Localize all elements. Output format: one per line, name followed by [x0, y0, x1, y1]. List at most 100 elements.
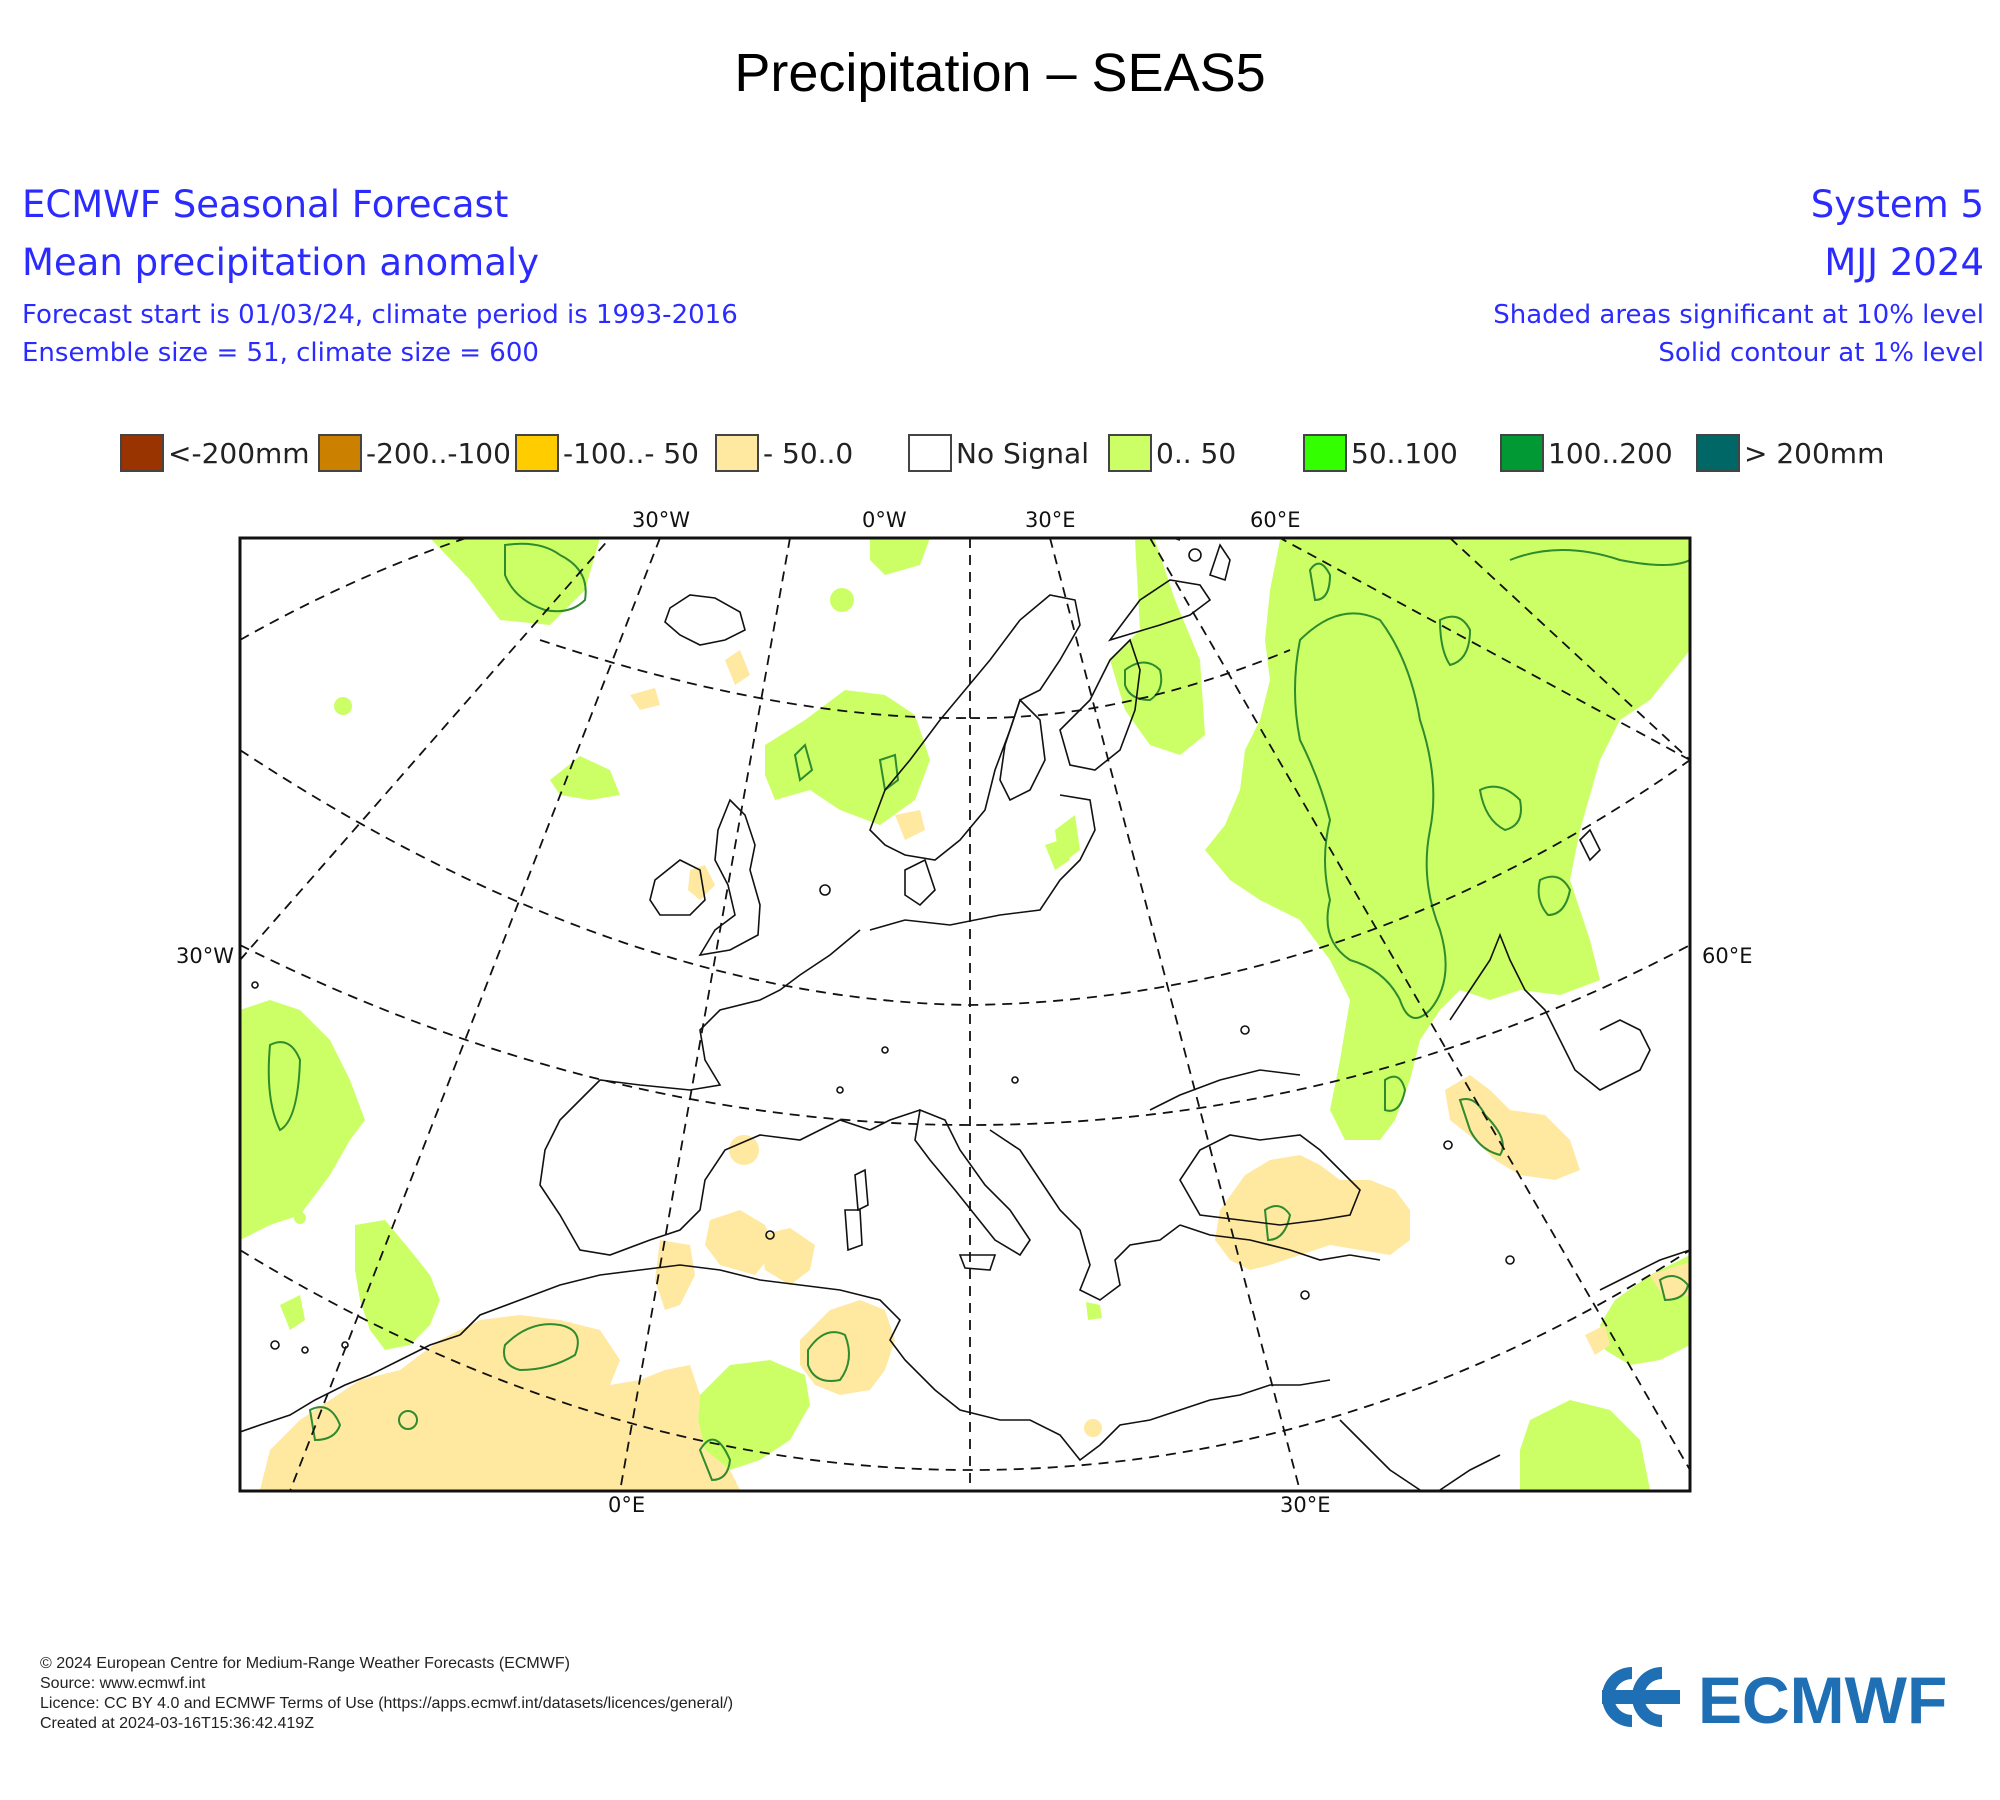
anomaly-area-negative — [1445, 1075, 1580, 1180]
coastline — [958, 1254, 997, 1271]
anomaly-area-positive — [830, 588, 854, 612]
significance-contour — [1294, 612, 1447, 1019]
coastline — [270, 1340, 280, 1350]
header-system: System 5 — [1810, 183, 1984, 226]
coastline — [869, 794, 1096, 931]
coastline — [539, 929, 871, 1256]
header-ensemble-size: Ensemble size = 51, climate size = 600 — [22, 338, 539, 368]
footer-licence: Licence: CC BY 4.0 and ECMWF Terms of Us… — [40, 1695, 734, 1712]
parallel-line — [240, 1249, 1690, 1471]
legend-item: <-200mm — [120, 430, 310, 476]
coastlines — [240, 543, 1690, 1491]
coastline — [881, 1046, 889, 1054]
svg-text:ECMWF: ECMWF — [1698, 1663, 1947, 1731]
legend-swatch — [1696, 434, 1740, 472]
coastline — [649, 859, 706, 916]
coastline — [765, 1230, 775, 1240]
significance-contour — [1308, 562, 1332, 602]
map-content — [240, 538, 1690, 1491]
anomaly-area-negative — [1215, 1155, 1410, 1270]
legend-item: 0.. 50 — [1108, 430, 1236, 476]
legend-label: -200..-100 — [366, 436, 511, 470]
legend-label: 50..100 — [1351, 436, 1458, 470]
significance-contour — [1263, 1205, 1292, 1242]
legend-swatch — [1108, 434, 1152, 472]
positive-anomaly-areas — [240, 538, 1690, 1490]
legend-item: 50..100 — [1303, 430, 1458, 476]
significance-contour — [398, 1410, 418, 1430]
meridian-line — [1149, 538, 1690, 1471]
axis-label-right-60e: 60°E — [1702, 944, 1753, 968]
anomaly-area-negative — [655, 1240, 695, 1310]
anomaly-area-negative — [729, 1135, 759, 1165]
anomaly-area-positive — [1086, 1302, 1102, 1320]
meridian-line — [1449, 538, 1690, 761]
significance-contour — [1509, 549, 1690, 566]
anomaly-area-positive — [334, 697, 352, 715]
coastline — [869, 1109, 921, 1131]
anomaly-area-positive — [294, 1212, 306, 1224]
coastline — [1107, 579, 1212, 642]
coastline — [664, 594, 746, 646]
significance-contour — [1458, 1098, 1504, 1157]
coastline — [240, 1334, 461, 1433]
significance-contours — [267, 542, 1690, 1482]
axis-label-top-60e: 60°E — [1250, 508, 1301, 532]
axis-label-top-30e: 30°E — [1025, 508, 1076, 532]
meridian-line — [1279, 538, 1690, 761]
coastline — [819, 884, 831, 896]
coastline — [836, 1086, 844, 1094]
header-product-name: Mean precipitation anomaly — [22, 241, 540, 284]
meridian-line — [619, 538, 791, 1491]
significance-contour — [1537, 875, 1572, 917]
coastline — [1439, 1454, 1501, 1491]
header-period: MJJ 2024 — [1824, 241, 1984, 284]
significance-contour — [793, 743, 814, 782]
axis-label-top-0w: 0°W — [862, 508, 907, 532]
meridian-line — [1049, 538, 1301, 1491]
legend-label: 0.. 50 — [1156, 436, 1237, 470]
coastline — [1149, 1069, 1301, 1111]
anomaly-area-positive — [1520, 1400, 1650, 1490]
anomaly-area-negative — [895, 810, 925, 840]
anomaly-area-positive — [1110, 540, 1205, 755]
anomaly-area-negative — [630, 688, 660, 710]
anomaly-area-positive — [430, 538, 600, 625]
anomaly-area-positive — [698, 1360, 810, 1470]
significance-contour — [1124, 661, 1163, 702]
legend-swatch — [515, 434, 559, 472]
footer-source: Source: www.ecmwf.int — [40, 1675, 206, 1692]
legend-label: > 200mm — [1744, 436, 1885, 470]
anomaly-area-positive — [870, 538, 930, 575]
coastline — [844, 1209, 863, 1252]
legend-swatch — [1500, 434, 1544, 472]
legend: <-200mm -200..-100 -100..- 50 - 50..0 No… — [0, 430, 2000, 480]
anomaly-area-negative — [1585, 1325, 1610, 1355]
significance-contour — [504, 542, 587, 613]
legend-swatch — [120, 434, 164, 472]
legend-label: - 50..0 — [763, 436, 854, 470]
anomaly-area-negative — [1084, 1419, 1102, 1437]
legend-item: - 50..0 — [715, 430, 853, 476]
legend-swatch — [908, 434, 952, 472]
anomaly-area-negative — [760, 1228, 815, 1285]
legend-swatch — [715, 434, 759, 472]
coastline — [914, 1108, 1031, 1257]
anomaly-area-positive — [1205, 538, 1690, 1140]
coastline — [869, 594, 1081, 861]
meridian-line — [240, 538, 611, 961]
anomaly-area-positive — [765, 690, 930, 825]
legend-item: -100..- 50 — [515, 430, 699, 476]
coastline — [1179, 1134, 1361, 1226]
page-title: Precipitation – SEAS5 — [734, 43, 1266, 103]
header-forecast-start: Forecast start is 01/03/24, climate peri… — [22, 300, 738, 330]
coastline — [989, 1129, 1181, 1301]
parallel-line — [240, 944, 1690, 1126]
axis-label-top-30w: 30°W — [632, 508, 690, 532]
coastline — [1011, 1076, 1019, 1084]
legend-item: > 200mm — [1696, 430, 1884, 476]
significance-contour — [308, 1406, 342, 1442]
coastline — [459, 1264, 1331, 1462]
coastline — [301, 1346, 309, 1354]
